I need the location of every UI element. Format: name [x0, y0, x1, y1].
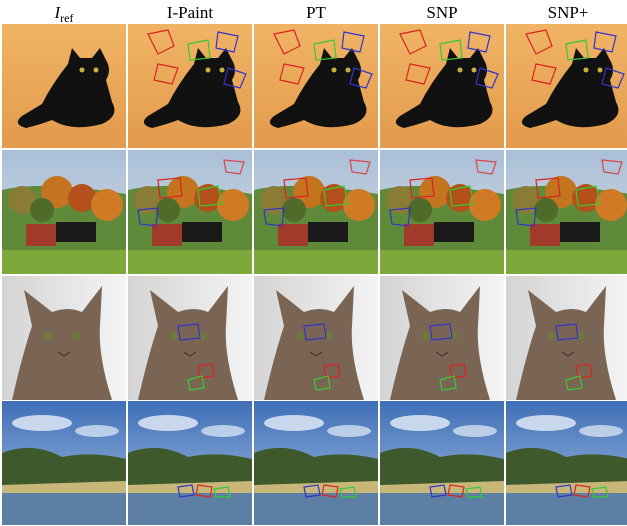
column-header: SNP — [426, 3, 457, 22]
column-header: I-Paint — [167, 3, 214, 22]
reference-image — [2, 401, 126, 525]
reference-image — [2, 276, 126, 400]
painted-image — [506, 150, 627, 274]
painted-image — [254, 276, 378, 400]
painted-image — [380, 150, 504, 274]
reference-image — [2, 150, 126, 274]
column-header: SNP+ — [548, 3, 589, 22]
painted-image — [380, 401, 504, 525]
column-header: Iref — [54, 3, 74, 25]
painted-image — [128, 150, 252, 274]
figure: Iref I-Paint PT SNP SNP+ — [0, 0, 627, 526]
column-header: PT — [306, 3, 326, 22]
image-grid — [2, 24, 627, 525]
reference-image — [2, 24, 126, 148]
subscript: ref — [60, 11, 73, 25]
painted-image — [254, 150, 378, 274]
painted-image — [128, 401, 252, 525]
page: Iref I-Paint PT SNP SNP+ (() => { const … — [0, 0, 627, 526]
painted-image — [128, 276, 252, 400]
painted-image — [506, 401, 627, 525]
painted-image — [380, 276, 504, 400]
painted-image — [254, 401, 378, 525]
